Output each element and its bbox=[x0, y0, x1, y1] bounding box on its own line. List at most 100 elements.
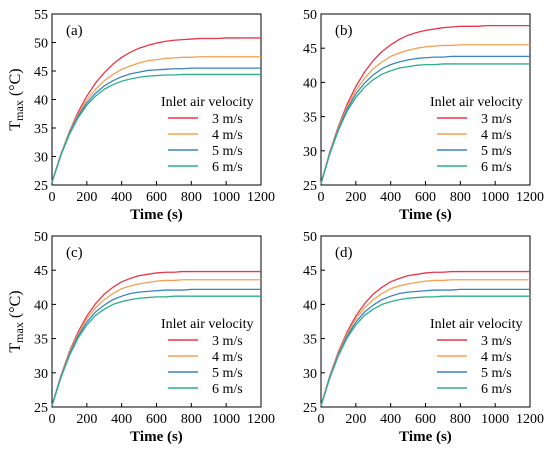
y-axis-label-unit: (°C) bbox=[7, 68, 24, 100]
series-line bbox=[51, 56, 261, 183]
x-tick-label: 800 bbox=[181, 190, 202, 205]
legend-entry: 5 m/s bbox=[481, 366, 512, 381]
y-tick-label: 40 bbox=[303, 298, 317, 313]
y-tick-label: 30 bbox=[303, 145, 317, 160]
x-tick-label: 600 bbox=[415, 412, 436, 427]
series-line bbox=[51, 37, 261, 183]
y-axis-label-subscript: max bbox=[12, 100, 26, 121]
x-tick-label: 800 bbox=[450, 412, 471, 427]
y-tick-label: 30 bbox=[34, 151, 48, 166]
y-tick-label: 50 bbox=[34, 230, 48, 245]
series-line bbox=[51, 270, 261, 406]
legend-entry: 4 m/s bbox=[481, 128, 512, 143]
x-tick-label: 1200 bbox=[247, 190, 275, 205]
x-tick-label: 200 bbox=[76, 412, 97, 427]
series-line bbox=[51, 73, 261, 183]
series-line bbox=[320, 295, 530, 406]
y-tick-label: 45 bbox=[34, 65, 48, 80]
legend-entry: 5 m/s bbox=[481, 144, 512, 159]
x-tick-label: 800 bbox=[450, 190, 471, 205]
y-tick-label: 45 bbox=[34, 264, 48, 279]
y-tick-label: 25 bbox=[303, 179, 317, 194]
x-tick-label: 400 bbox=[380, 412, 401, 427]
y-tick-label: 25 bbox=[34, 179, 48, 194]
chart-panel-d: 0 200 400 600 800 1000 1200 25 30 35 40 45 50 Time (s… bbox=[303, 230, 544, 445]
series-line bbox=[320, 55, 530, 184]
legend-entry: 5 m/s bbox=[212, 366, 243, 381]
series-line bbox=[51, 279, 261, 406]
legend-title: Inlet air velocity bbox=[430, 317, 523, 332]
legend-title: Inlet air velocity bbox=[161, 95, 254, 110]
y-tick-label: 45 bbox=[303, 264, 317, 279]
x-axis-label: Time (s) bbox=[399, 429, 452, 445]
series-line bbox=[320, 270, 530, 406]
x-tick-label: 0 bbox=[318, 412, 325, 427]
legend-title: Inlet air velocity bbox=[161, 317, 254, 332]
panel-label: (a) bbox=[66, 23, 83, 39]
x-tick-label: 0 bbox=[49, 190, 56, 205]
x-tick-label: 600 bbox=[415, 190, 436, 205]
y-tick-label: 25 bbox=[34, 401, 48, 416]
x-tick-label: 200 bbox=[76, 190, 97, 205]
y-tick-label: 50 bbox=[34, 37, 48, 52]
y-axis-label-subscript: max bbox=[12, 322, 26, 343]
legend-title: Inlet air velocity bbox=[430, 95, 523, 110]
legend-entry: 6 m/s bbox=[481, 382, 512, 397]
panel-label: (d) bbox=[335, 245, 353, 261]
x-tick-label: 400 bbox=[380, 190, 401, 205]
y-tick-label: 35 bbox=[34, 122, 48, 137]
y-axis-label-main: T bbox=[7, 343, 24, 353]
series-line bbox=[320, 44, 530, 184]
series-line bbox=[320, 63, 530, 184]
legend-entry: 3 m/s bbox=[481, 112, 512, 127]
x-tick-label: 1200 bbox=[247, 412, 275, 427]
y-tick-label: 35 bbox=[303, 333, 317, 348]
legend-entry: 4 m/s bbox=[481, 350, 512, 365]
x-tick-label: 200 bbox=[345, 190, 366, 205]
x-tick-label: 1000 bbox=[481, 190, 509, 205]
legend-entry: 4 m/s bbox=[212, 350, 243, 365]
x-axis-label: Time (s) bbox=[130, 429, 183, 445]
x-axis-label: Time (s) bbox=[399, 207, 452, 223]
legend-entry: 5 m/s bbox=[212, 144, 243, 159]
x-tick-label: 1200 bbox=[516, 190, 544, 205]
y-tick-label: 55 bbox=[34, 8, 48, 23]
series-line bbox=[51, 288, 261, 406]
y-tick-label: 40 bbox=[34, 94, 48, 109]
legend-entry: 3 m/s bbox=[212, 112, 243, 127]
series-line bbox=[51, 67, 261, 183]
legend-entry: 3 m/s bbox=[212, 334, 243, 349]
x-tick-label: 200 bbox=[345, 412, 366, 427]
y-tick-label: 30 bbox=[303, 367, 317, 382]
chart-panel-b: 0 200 400 600 800 1000 1200 25 30 35 40 45 50 Time (s… bbox=[303, 8, 544, 223]
x-tick-label: 600 bbox=[146, 412, 167, 427]
x-tick-label: 1000 bbox=[481, 412, 509, 427]
y-tick-label: 25 bbox=[303, 401, 317, 416]
y-axis-label-main: T bbox=[7, 121, 24, 131]
series-line bbox=[320, 279, 530, 406]
x-tick-label: 600 bbox=[146, 190, 167, 205]
x-tick-label: 400 bbox=[111, 190, 132, 205]
y-tick-label: 45 bbox=[303, 42, 317, 57]
legend-entry: 3 m/s bbox=[481, 334, 512, 349]
legend-entry: 4 m/s bbox=[212, 128, 243, 143]
y-tick-label: 35 bbox=[303, 111, 317, 126]
panel-label: (b) bbox=[335, 23, 353, 39]
y-tick-label: 40 bbox=[303, 76, 317, 91]
y-tick-label: 40 bbox=[34, 298, 48, 313]
x-tick-label: 800 bbox=[181, 412, 202, 427]
series-line bbox=[320, 24, 530, 184]
x-tick-label: 0 bbox=[318, 190, 325, 205]
chart-panel-c: 0 200 400 600 800 1000 1200 25 30 35 40 45 50 Time (s… bbox=[7, 230, 275, 445]
legend-entry: 6 m/s bbox=[481, 160, 512, 175]
x-tick-label: 1000 bbox=[212, 412, 240, 427]
y-tick-label: 30 bbox=[34, 367, 48, 382]
series-line bbox=[320, 288, 530, 406]
chart-panel-a: 0 200 400 600 800 1000 1200 25 30 35 40 45 50 55 Time … bbox=[7, 8, 275, 223]
panel-label: (c) bbox=[66, 245, 83, 261]
y-axis-label-unit: (°C) bbox=[7, 290, 24, 322]
x-tick-label: 0 bbox=[49, 412, 56, 427]
x-tick-label: 1200 bbox=[516, 412, 544, 427]
x-axis-label: Time (s) bbox=[130, 207, 183, 223]
